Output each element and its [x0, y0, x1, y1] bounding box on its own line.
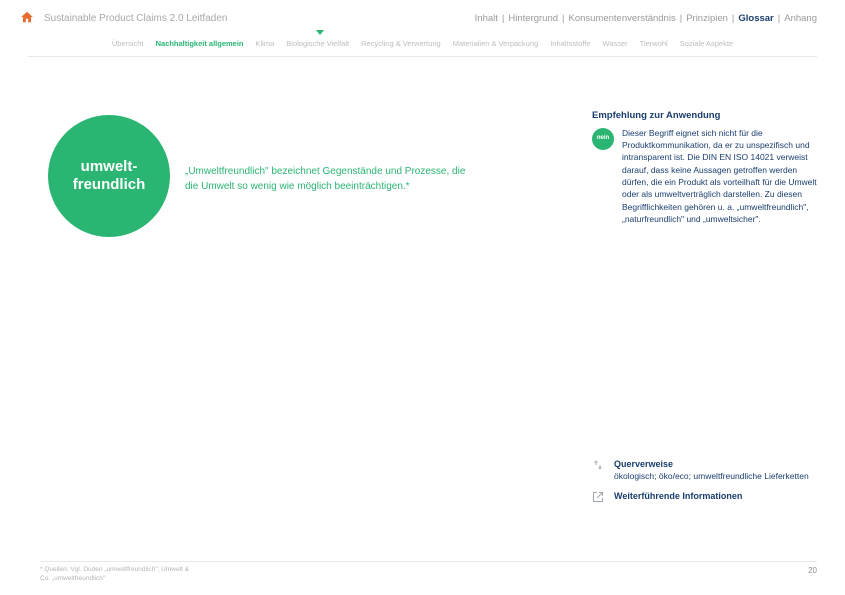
- arrows-icon: [592, 459, 606, 475]
- main-content: umwelt- freundlich „Umweltfreundlich" be…: [0, 57, 845, 525]
- further-info-block[interactable]: Weiterführende Informationen: [592, 490, 817, 507]
- subnav-item[interactable]: Materialien & Verpackung: [453, 39, 538, 48]
- nav-separator: |: [680, 13, 682, 24]
- term-circle: umwelt- freundlich: [48, 115, 170, 237]
- recommendation-box: Empfehlung zur Anwendung nein Dieser Beg…: [592, 109, 817, 225]
- term-line1: umwelt-: [81, 158, 138, 175]
- recommendation-badge: nein: [592, 128, 614, 150]
- subnav-item[interactable]: Klima: [256, 39, 275, 48]
- nav-separator: |: [778, 13, 780, 24]
- subnav-item[interactable]: Nachhaltigkeit allgemein: [156, 39, 244, 48]
- further-info-title: Weiterführende Informationen: [614, 490, 742, 503]
- top-nav-item[interactable]: Anhang: [784, 13, 817, 24]
- subnav-item[interactable]: Übersicht: [112, 39, 144, 48]
- subnav: Übersicht Nachhaltigkeit allgemein Klima Bi…: [28, 33, 817, 57]
- references-area: Querverweise ökologisch; öko/eco; umwelt…: [592, 458, 817, 515]
- nav-separator: |: [562, 13, 564, 24]
- page-number: 20: [808, 566, 817, 575]
- term-definition: „Umweltfreundlich" bezeichnet Gegenständ…: [185, 165, 475, 194]
- subnav-item[interactable]: Inhaltsstoffe: [550, 39, 590, 48]
- top-nav-item[interactable]: Glossar: [738, 13, 773, 24]
- footer: * Quellen: Vgl. Duden „umweltfreundlich"…: [40, 561, 817, 583]
- home-icon[interactable]: [20, 10, 34, 27]
- top-nav-item[interactable]: Hintergrund: [508, 13, 558, 24]
- term-line2: freundlich: [73, 176, 146, 193]
- cross-references-body: ökologisch; öko/eco; umweltfreundliche L…: [614, 471, 809, 483]
- cross-references-block[interactable]: Querverweise ökologisch; öko/eco; umwelt…: [592, 458, 817, 482]
- doc-title: Sustainable Product Claims 2.0 Leitfaden: [44, 13, 475, 24]
- external-link-icon: [592, 491, 606, 507]
- nav-separator: |: [502, 13, 504, 24]
- recommendation-body: Dieser Begriff eignet sich nicht für die…: [622, 127, 817, 226]
- top-nav-item[interactable]: Inhalt: [475, 13, 498, 24]
- nav-separator: |: [732, 13, 734, 24]
- top-nav-item[interactable]: Prinzipien: [686, 13, 728, 24]
- subnav-item[interactable]: Biologische Vielfalt: [286, 39, 349, 48]
- subnav-item[interactable]: Recycling & Verwertung: [361, 39, 441, 48]
- footer-source: * Quellen: Vgl. Duden „umweltfreundlich"…: [40, 566, 200, 583]
- subnav-indicator-icon: [316, 30, 324, 35]
- top-nav-item[interactable]: Konsumentenverständnis: [569, 13, 676, 24]
- top-nav: Inhalt | Hintergrund | Konsumentenverständni…: [475, 13, 817, 24]
- subnav-item[interactable]: Tierwohl: [640, 39, 668, 48]
- subnav-item[interactable]: Soziale Aspekte: [680, 39, 733, 48]
- recommendation-title: Empfehlung zur Anwendung: [592, 109, 817, 123]
- subnav-item[interactable]: Wasser: [603, 39, 628, 48]
- cross-references-title: Querverweise: [614, 458, 809, 471]
